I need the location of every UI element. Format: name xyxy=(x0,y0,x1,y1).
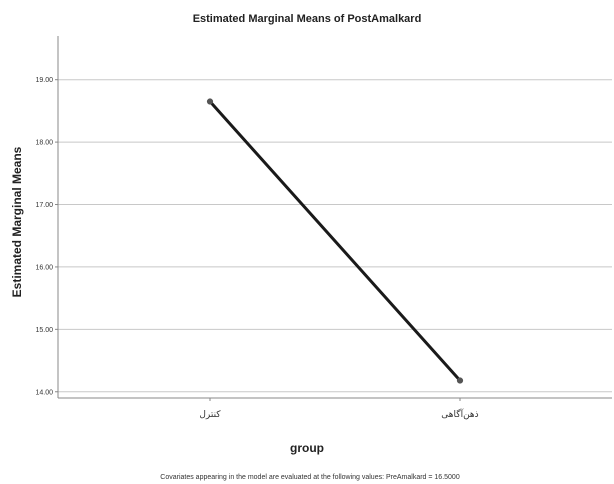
data-point xyxy=(206,98,214,105)
y-tick-labels: 14.00 15.00 16.00 17.00 18.00 19.00 xyxy=(35,77,53,396)
series-line xyxy=(208,100,462,383)
series-layer xyxy=(206,98,464,384)
y-tick-label: 14.00 xyxy=(35,389,53,396)
y-tick-label: 18.00 xyxy=(35,140,53,147)
data-point xyxy=(456,377,464,384)
chart-title: Estimated Marginal Means of PostAmalkard xyxy=(193,13,422,25)
x-tick-label: کنترل xyxy=(199,410,221,420)
axes xyxy=(55,36,612,401)
y-tick-label: 15.00 xyxy=(35,327,53,334)
x-tick-labels: کنترل ذهن‌آگاهی xyxy=(199,408,478,420)
gridlines xyxy=(58,79,612,393)
x-tick-label: ذهن‌آگاهی xyxy=(441,408,478,420)
y-tick-label: 16.00 xyxy=(35,264,53,271)
y-tick-label: 19.00 xyxy=(35,77,53,84)
covariate-footnote: Covariates appearing in the model are ev… xyxy=(160,474,460,481)
y-axis-title: Estimated Marginal Means xyxy=(10,146,24,297)
y-tick-label: 17.00 xyxy=(35,202,53,209)
x-axis-title: group xyxy=(290,441,324,455)
